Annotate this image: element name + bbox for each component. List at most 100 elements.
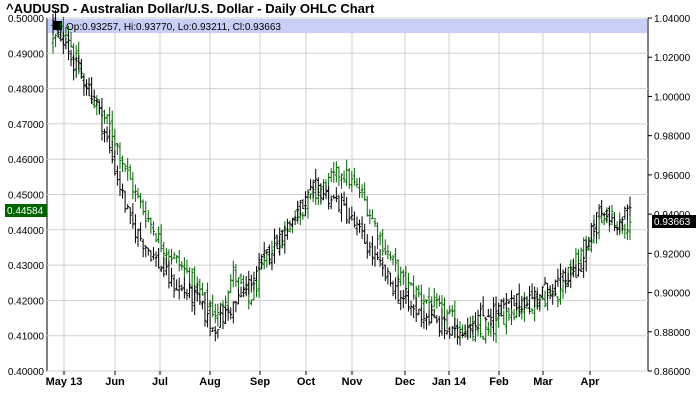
ohlc-bar: [461, 332, 465, 337]
ohlc-bar: [234, 263, 238, 287]
ohlc-bar: [337, 195, 341, 213]
ohlc-bar: [208, 300, 212, 337]
ohlc-bar: [69, 31, 73, 48]
ohlc-bar: [92, 89, 96, 102]
ohlc-bar: [175, 255, 179, 264]
ohlc-bar: [337, 166, 341, 186]
ohlc-bar: [90, 76, 94, 104]
ohlc-bar: [340, 192, 343, 222]
ohlc-bar: [386, 244, 390, 260]
ohlc-bar: [522, 296, 526, 310]
ohlc-bar: [528, 285, 532, 312]
ohlc-bar: [479, 315, 483, 338]
ohlc-bar: [332, 162, 336, 183]
ohlc-bar: [77, 55, 81, 70]
ohlc-bar: [249, 274, 253, 293]
ohlc-bar: [538, 294, 542, 310]
ohlc-bar: [399, 290, 403, 311]
ohlc-bar: [597, 215, 601, 240]
ohlc-bar: [54, 33, 58, 47]
ohlc-bar: [517, 283, 521, 317]
ohlc-bar: [211, 327, 215, 332]
ohlc-bar: [355, 216, 359, 236]
right-axis-current-value: 0.93663: [654, 217, 691, 228]
ohlc-bar: [108, 106, 112, 131]
ohlc-bar: [164, 257, 168, 276]
ohlc-bar: [376, 222, 380, 250]
left-axis: 0.50000 0.49000 0.48000 0.47000 0.46000 0.450…: [8, 14, 45, 378]
ohlc-bar: [239, 286, 243, 298]
ohlc-bar: [502, 310, 506, 325]
ohlc-bar: [564, 267, 568, 289]
ohlc-bar: [231, 260, 235, 288]
ohlc-bar: [437, 316, 441, 337]
ohlc-bar: [615, 226, 619, 236]
ohlc-bar: [309, 193, 313, 200]
ohlc-bar: [139, 193, 143, 209]
ohlc-bar: [121, 183, 125, 199]
ohlc-bar: [172, 251, 176, 260]
left-tick-label: 0.43000: [8, 261, 45, 272]
ohlc-bar: [72, 55, 76, 81]
x-axis: May 13 Jun Jul Aug Sep Oct Nov Dec Jan 14 Feb Mar A…: [46, 371, 601, 388]
x-tick-label: Apr: [581, 376, 601, 388]
x-tick-label: May 13: [46, 376, 83, 388]
ohlc-bar: [579, 262, 583, 272]
ohlc-bar: [450, 305, 454, 317]
ohlc-bar: [445, 309, 449, 330]
ohlc-bar: [376, 251, 380, 260]
ohlc-bar: [486, 321, 490, 336]
ohlc-bar: [239, 273, 243, 285]
x-tick-label: Jan 14: [432, 376, 467, 388]
left-tick-label: 0.40000: [8, 367, 45, 378]
ohlc-bar: [394, 247, 398, 272]
x-tick-label: Aug: [199, 376, 220, 388]
ohlc-bar: [399, 266, 403, 287]
ohlc-bar: [422, 310, 426, 329]
ohlc-bar: [391, 280, 395, 297]
ohlc-bar: [182, 257, 186, 279]
ohlc-bar: [113, 150, 117, 176]
ohlc-bar: [56, 23, 60, 38]
ohlc-bar: [409, 300, 413, 316]
ohlc-bar: [551, 283, 555, 305]
ohlc-bar: [321, 186, 325, 201]
x-tick-label: Feb: [489, 376, 509, 388]
ohlc-bar: [229, 307, 233, 320]
ohlc-bar: [479, 302, 483, 317]
ohlc-bar: [216, 303, 220, 327]
ohlc-bar: [327, 185, 331, 210]
ohlc-bar: [391, 255, 395, 266]
ohlc-bar: [213, 303, 217, 324]
ohlc-bar: [370, 209, 374, 220]
ohlc-bar: [105, 114, 109, 125]
ohlc-bar: [597, 204, 601, 217]
ohlc-bar: [257, 252, 261, 271]
ohlc-bar: [342, 191, 346, 206]
left-tick-label: 0.42000: [8, 296, 45, 307]
ohlc-bar: [224, 306, 228, 324]
ohlc-bar: [373, 217, 377, 227]
ohlc-bar: [525, 296, 529, 307]
ohlc-bar: [103, 109, 107, 124]
legend-square-icon: [53, 21, 62, 30]
x-tick-label: Dec: [395, 376, 415, 388]
ohlc-bar: [401, 269, 405, 286]
ohlc-bar: [453, 317, 457, 338]
ohlc-bar: [226, 306, 230, 321]
ohlc-bar: [139, 222, 143, 242]
ohlc-bar: [543, 290, 547, 308]
ohlc-bar: [329, 195, 333, 210]
ohlc-bar: [595, 212, 599, 240]
ohlc-bar: [146, 247, 150, 256]
ohlc-bar: [417, 308, 421, 316]
ohlc-bar: [445, 329, 449, 335]
ohlc-bar: [190, 285, 194, 312]
ohlc-bar: [234, 300, 238, 313]
ohlc-bar: [584, 239, 588, 272]
ohlc-bar: [582, 237, 586, 259]
ohlc-bar: [200, 300, 204, 310]
ohlc-bar: [463, 325, 467, 338]
ohlc-bar: [623, 223, 627, 239]
ohlc-bar: [319, 183, 323, 203]
